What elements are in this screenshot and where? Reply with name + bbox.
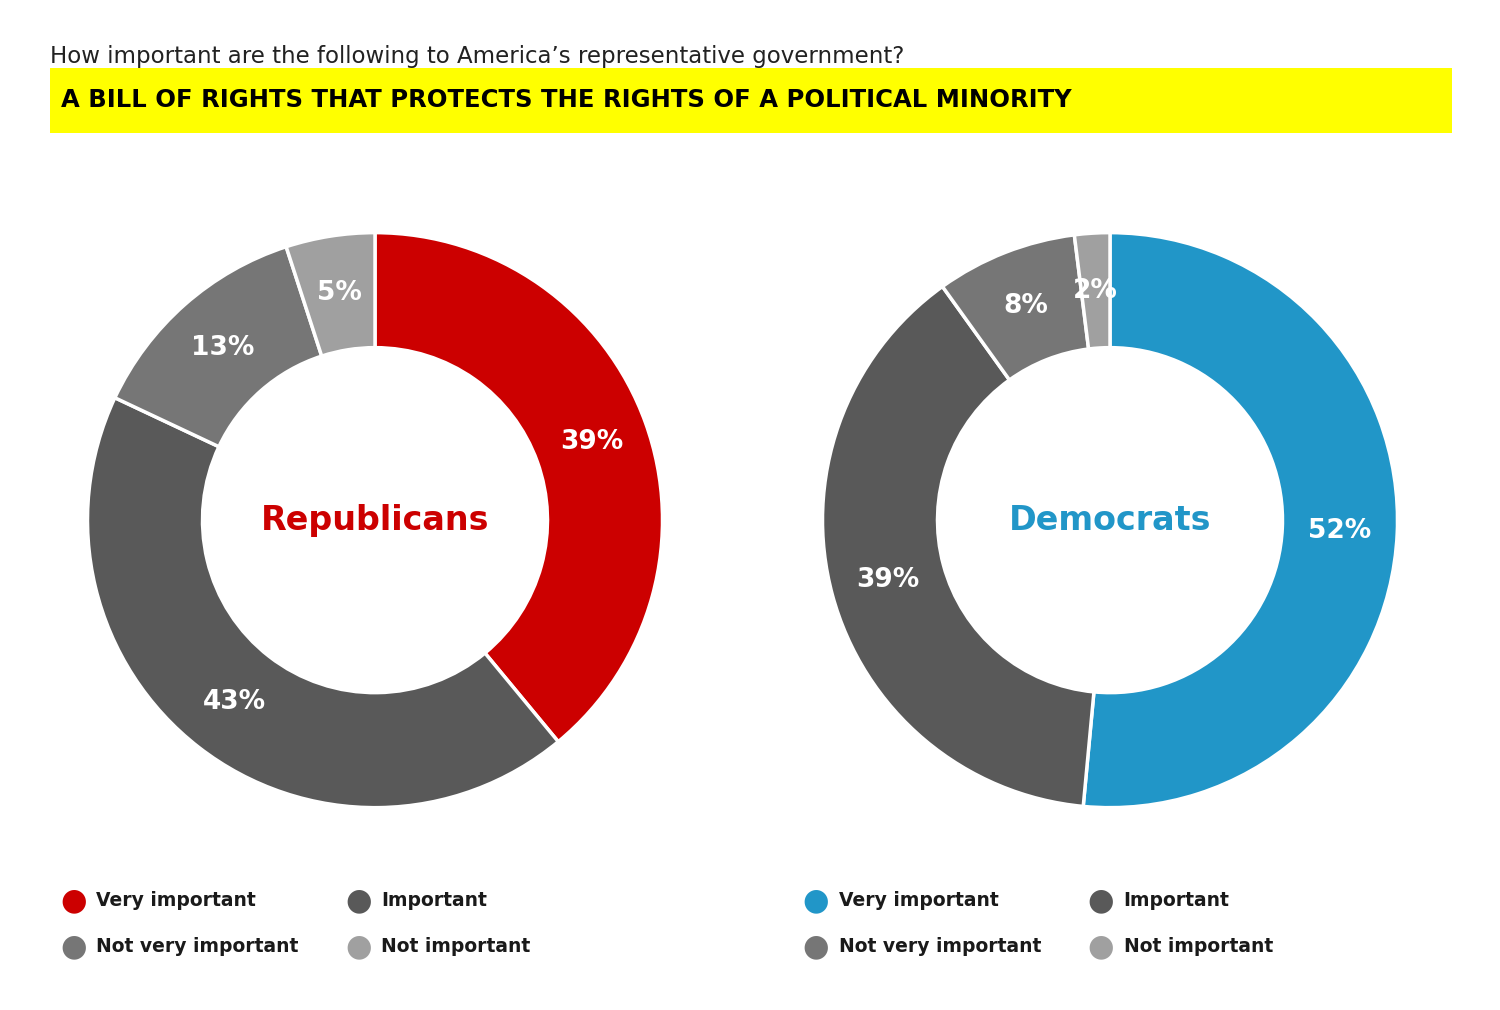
Text: ●: ● xyxy=(60,887,87,915)
Text: Democrats: Democrats xyxy=(1008,504,1212,536)
Text: Very important: Very important xyxy=(839,892,999,910)
Text: ●: ● xyxy=(1088,887,1114,915)
Text: Not very important: Not very important xyxy=(96,937,298,955)
Text: Not important: Not important xyxy=(1124,937,1274,955)
Wedge shape xyxy=(1074,232,1110,349)
Text: A BILL OF RIGHTS THAT PROTECTS THE RIGHTS OF A POLITICAL MINORITY: A BILL OF RIGHTS THAT PROTECTS THE RIGHT… xyxy=(60,89,1071,112)
Text: Not important: Not important xyxy=(381,937,531,955)
Wedge shape xyxy=(286,232,375,357)
Text: ●: ● xyxy=(60,932,87,961)
Wedge shape xyxy=(87,398,558,808)
Text: ●: ● xyxy=(802,887,830,915)
Wedge shape xyxy=(375,232,663,741)
Text: ●: ● xyxy=(345,887,372,915)
Text: 8%: 8% xyxy=(1004,293,1048,319)
Text: Republicans: Republicans xyxy=(261,504,489,536)
Text: How important are the following to America’s representative government?: How important are the following to Ameri… xyxy=(50,45,904,69)
Wedge shape xyxy=(822,287,1094,806)
Text: ●: ● xyxy=(1088,932,1114,961)
Text: 2%: 2% xyxy=(1074,278,1118,304)
Wedge shape xyxy=(942,235,1089,380)
Text: Important: Important xyxy=(1124,892,1230,910)
Text: 39%: 39% xyxy=(856,568,920,593)
Text: ●: ● xyxy=(345,932,372,961)
Text: 13%: 13% xyxy=(190,334,255,361)
Text: 52%: 52% xyxy=(1308,518,1371,543)
Text: Not very important: Not very important xyxy=(839,937,1041,955)
Text: 5%: 5% xyxy=(316,280,362,306)
FancyBboxPatch shape xyxy=(50,68,1452,133)
Wedge shape xyxy=(1083,232,1398,808)
Text: 43%: 43% xyxy=(202,689,266,715)
Text: 39%: 39% xyxy=(560,429,622,456)
Text: ●: ● xyxy=(802,932,830,961)
Text: Important: Important xyxy=(381,892,488,910)
Wedge shape xyxy=(116,246,321,446)
Text: Very important: Very important xyxy=(96,892,255,910)
